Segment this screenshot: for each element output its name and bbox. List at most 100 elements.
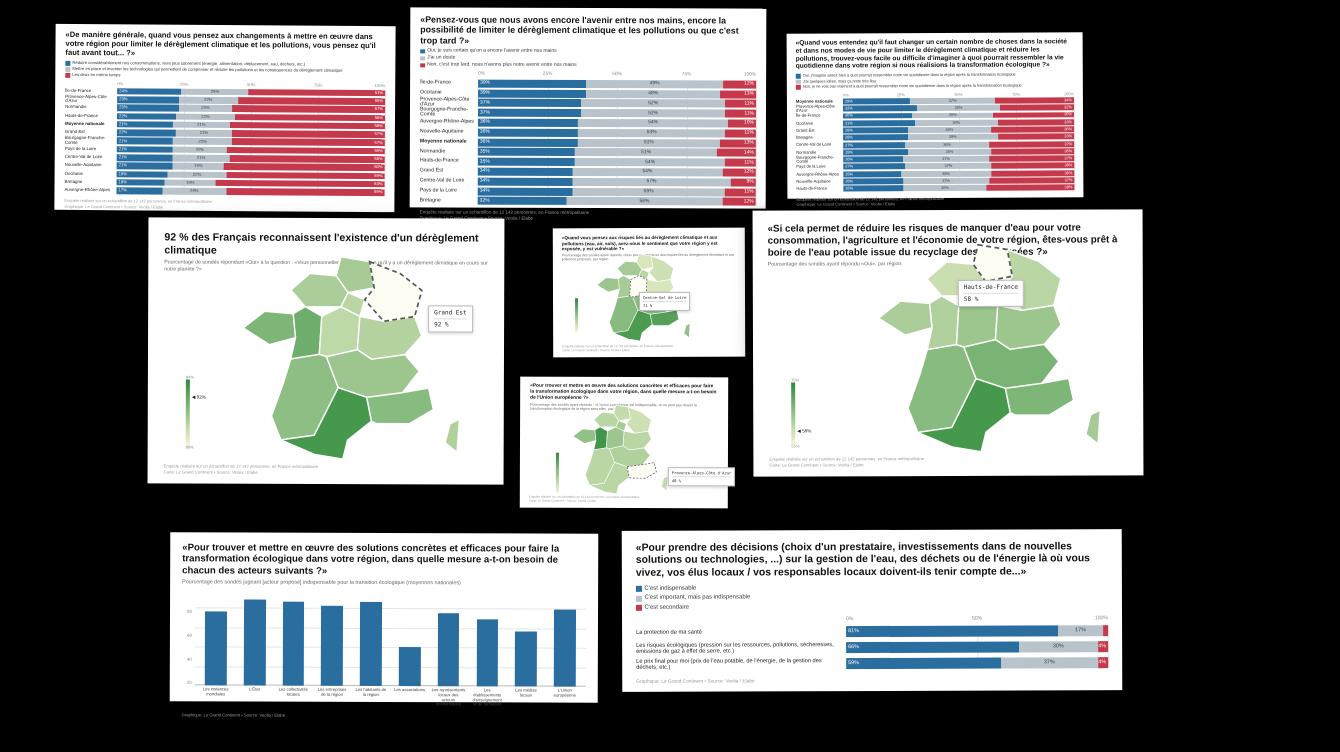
card-chart-avenir[interactable]: «Pensez-vous que nous avons encore l'ave… [409,7,767,221]
row-label: Bourgogne-Franche-Comté [419,106,468,118]
segment-value: 60% [374,164,383,170]
bar-segment: 24% [162,187,227,195]
region-hauts-de-france[interactable] [636,253,654,270]
card-chart-acteurs[interactable]: «Pour trouver et mettre en œuvre des sol… [169,532,599,718]
bar-segment: 55% [572,187,726,196]
card-map-eau[interactable]: «Si cela permet de réduire les risques d… [752,209,1144,477]
category-label: Les instances mondiales [202,686,229,697]
bar-segment: 37% [903,177,989,185]
region-occitanie[interactable] [915,377,1012,453]
bar-segment: 34% [995,97,1074,104]
bar-segment: 12% [722,80,757,89]
stacked-bar-row: 27% 37% 36% [843,162,1075,170]
stacked-bar-row: 30% 35% 35% [842,111,1074,119]
stacked-bar-row: 28% 36% 36% [843,148,1075,156]
card-chart-imagine[interactable]: «Quand vous entendez qu'il faut changer … [786,32,1084,207]
row-label: Les risques écologiques (pression sur le… [636,642,834,655]
region-pays-de-la-loire[interactable] [593,426,608,451]
bar-segment: 39% [901,170,992,177]
card-map-dereglement[interactable]: 92 % des Français reconnaissent l'existe… [147,217,505,485]
legend-label: C'est important, mais pas indispensable [644,594,751,601]
region-corse[interactable] [683,322,691,339]
bar-segment: 33% [997,133,1075,140]
bar-segment: 11% [725,129,756,138]
segment-value: 30% [844,112,853,118]
region-bretagne[interactable] [241,310,297,346]
region-bourgogne-franche-comte[interactable] [356,315,423,361]
region-hauts-de-france[interactable] [972,243,1014,283]
stacked-bar-row: 39% 49% 12% [478,79,757,89]
region-corse[interactable] [1085,408,1102,446]
region-corse[interactable] [661,475,669,492]
region-centre-val-de-loire[interactable] [318,306,361,358]
bar-segment: 11% [725,109,756,118]
segment-value: 32% [479,197,490,204]
axis-tick: 0% [478,71,486,77]
stacked-bar-row: 39% 48% 13% [478,89,757,99]
row-label: Le prix final pour moi (prix de l'eau po… [636,658,822,671]
region-corse[interactable] [444,417,461,454]
bar [554,610,576,687]
region-bretagne[interactable] [572,428,597,444]
stacked-bar-row: 28% 39% 33% [843,133,1075,141]
region-occitanie[interactable] [612,309,653,342]
region-centre-val-de-loire[interactable] [606,426,625,450]
region-provence-alpes-cote-dazur[interactable] [1004,377,1075,416]
category-label: Les collectivités locales [278,686,308,697]
row-label: Bourgogne-Franche-Comté [796,154,835,164]
row-label: Provence-Alpes-Côte d'Azur [795,103,835,113]
y-axis-tick: 40 [186,656,192,662]
region-grand-est[interactable] [648,255,674,282]
segment-value: 22% [198,138,207,144]
bar-segment: 22% [173,138,233,146]
legend-item: C'est indispensable [635,584,1108,593]
row-label: Pays de la Loire [419,187,457,194]
region-provence-alpes-cote-dazur[interactable] [649,309,680,326]
bar-segment: 49% [586,79,723,89]
region-hauts-de-france[interactable] [613,404,631,422]
axis-tick: 25% [542,71,553,77]
bar-segment: 48% [586,89,720,99]
region-hauts-de-france[interactable] [335,256,376,294]
bar-segment: 10% [728,119,756,128]
bar-segment: 11% [725,187,756,197]
region-pays-de-la-loire[interactable] [289,305,323,360]
segment-value: 37% [479,109,491,116]
row-label: Bretagne [796,134,813,140]
bar-segment: 25% [843,170,902,178]
row-label: Normandie [419,148,446,155]
chart-subtitle: Pourcentage des sondés jugeant [acteur p… [182,579,461,587]
axis-tick: 100% [374,82,386,88]
stacked-bar-row: 34% 54% 12% [477,167,756,177]
y-axis-tick: 60 [187,632,192,638]
region-pays-de-la-loire[interactable] [926,295,960,351]
region-occitanie[interactable] [278,386,373,460]
region-provence-alpes-cote-dazur[interactable] [365,387,435,425]
region-grand-est[interactable] [363,260,423,323]
axis-tick: 50% [247,81,256,87]
region-pays-de-la-loire[interactable] [617,275,631,299]
row-label: Nouvelle-Aquitaine [419,128,464,135]
stacked-bar-row: 37% 52% 11% [478,98,757,108]
region-bretagne[interactable] [596,277,620,293]
card-chart-decisions[interactable]: «Pour prendre des décisions (choix d'un … [621,529,1123,692]
card-chart-priorities[interactable]: «De manière générale, quand vous pensez … [54,23,396,213]
chart-title: «De manière générale, quand vous pensez … [65,29,376,58]
bar-segment: 57% [232,138,385,147]
region-bourgogne-franche-comte[interactable] [994,304,1062,351]
region-grand-est[interactable] [625,406,652,434]
segment-value: 35% [948,112,957,118]
segment-value: 24% [119,88,128,94]
bar-column [276,594,310,686]
region-bretagne[interactable] [877,300,933,336]
stacked-bar-row: 36% 51% 13% [477,138,756,148]
region-bourgogne-franche-comte[interactable] [622,430,652,451]
stacked-bar-row: 23% 20% 57% [117,104,386,113]
card-map-ue[interactable]: «Pour trouver et mettre en œuvre des sol… [519,376,736,509]
card-map-risques[interactable]: «Quand vous pensez aux risques liés au d… [552,227,746,358]
region-occitanie[interactable] [588,462,630,495]
bar-segment: 39% [907,134,998,141]
bar-segment: 21% [116,162,173,170]
region-provence-alpes-cote-dazur[interactable] [626,462,657,479]
